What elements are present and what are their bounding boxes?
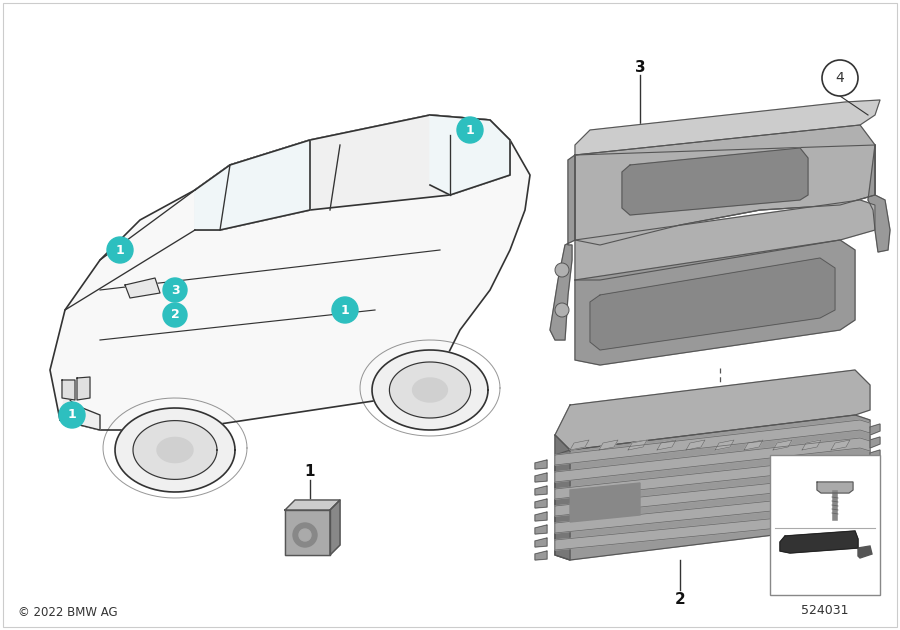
Polygon shape <box>628 440 647 450</box>
Polygon shape <box>657 440 676 450</box>
Polygon shape <box>133 421 217 479</box>
Polygon shape <box>599 440 618 450</box>
Polygon shape <box>773 440 792 450</box>
Polygon shape <box>858 546 872 558</box>
Polygon shape <box>125 278 160 298</box>
Text: 524031: 524031 <box>801 604 849 617</box>
Polygon shape <box>285 510 330 555</box>
Polygon shape <box>870 476 880 487</box>
Polygon shape <box>555 438 870 482</box>
Polygon shape <box>870 489 880 500</box>
Text: 1: 1 <box>340 304 349 316</box>
Polygon shape <box>555 474 870 516</box>
Polygon shape <box>555 420 870 465</box>
Text: 1: 1 <box>115 244 124 256</box>
Polygon shape <box>555 415 870 560</box>
Polygon shape <box>622 148 808 215</box>
Text: 4: 4 <box>835 71 844 85</box>
Polygon shape <box>390 362 471 418</box>
Polygon shape <box>535 551 547 560</box>
Polygon shape <box>535 525 547 534</box>
Polygon shape <box>870 463 880 474</box>
Polygon shape <box>570 440 589 450</box>
Polygon shape <box>575 100 880 155</box>
Circle shape <box>107 237 133 263</box>
Polygon shape <box>870 450 880 461</box>
Polygon shape <box>62 380 75 400</box>
Circle shape <box>555 263 569 277</box>
Polygon shape <box>195 115 510 230</box>
Circle shape <box>163 303 187 327</box>
Polygon shape <box>195 140 310 230</box>
Polygon shape <box>535 473 547 482</box>
Polygon shape <box>555 456 870 499</box>
Polygon shape <box>590 258 835 350</box>
Text: 3: 3 <box>634 60 645 76</box>
Polygon shape <box>77 377 90 400</box>
Text: 1: 1 <box>305 464 315 479</box>
Circle shape <box>457 117 483 143</box>
Polygon shape <box>535 486 547 495</box>
Polygon shape <box>430 115 510 195</box>
Polygon shape <box>555 510 870 550</box>
Polygon shape <box>831 440 850 450</box>
Polygon shape <box>868 145 890 252</box>
Polygon shape <box>870 502 880 513</box>
Polygon shape <box>157 437 193 462</box>
Text: 4: 4 <box>790 430 801 445</box>
Polygon shape <box>870 424 880 435</box>
Polygon shape <box>575 200 875 280</box>
Text: 1: 1 <box>465 123 474 137</box>
Polygon shape <box>870 515 880 526</box>
Polygon shape <box>60 395 100 430</box>
Polygon shape <box>535 512 547 521</box>
Polygon shape <box>115 408 235 492</box>
Text: 2: 2 <box>171 309 179 321</box>
Bar <box>770 455 880 595</box>
Polygon shape <box>870 437 880 448</box>
Polygon shape <box>535 538 547 547</box>
Polygon shape <box>330 500 340 555</box>
Polygon shape <box>686 440 705 450</box>
Polygon shape <box>715 440 734 450</box>
Polygon shape <box>555 492 870 533</box>
Circle shape <box>293 523 317 547</box>
Polygon shape <box>50 115 530 430</box>
Circle shape <box>163 278 187 302</box>
Circle shape <box>822 60 858 96</box>
Polygon shape <box>555 370 870 450</box>
Text: © 2022 BMW AG: © 2022 BMW AG <box>18 605 118 619</box>
Polygon shape <box>575 145 875 245</box>
Polygon shape <box>555 435 570 560</box>
Polygon shape <box>535 499 547 508</box>
Polygon shape <box>372 350 488 430</box>
Polygon shape <box>817 482 853 493</box>
Circle shape <box>332 297 358 323</box>
Circle shape <box>59 402 85 428</box>
Polygon shape <box>575 240 855 365</box>
Polygon shape <box>780 531 858 553</box>
Polygon shape <box>412 378 447 402</box>
Polygon shape <box>570 483 640 522</box>
Polygon shape <box>744 440 763 450</box>
Text: 1: 1 <box>68 408 76 421</box>
Polygon shape <box>535 460 547 469</box>
Polygon shape <box>802 440 821 450</box>
Polygon shape <box>550 155 575 340</box>
Text: 2: 2 <box>675 592 686 607</box>
Text: 3: 3 <box>171 284 179 297</box>
Circle shape <box>299 529 311 541</box>
Polygon shape <box>285 500 340 510</box>
Polygon shape <box>575 125 875 245</box>
Circle shape <box>555 303 569 317</box>
